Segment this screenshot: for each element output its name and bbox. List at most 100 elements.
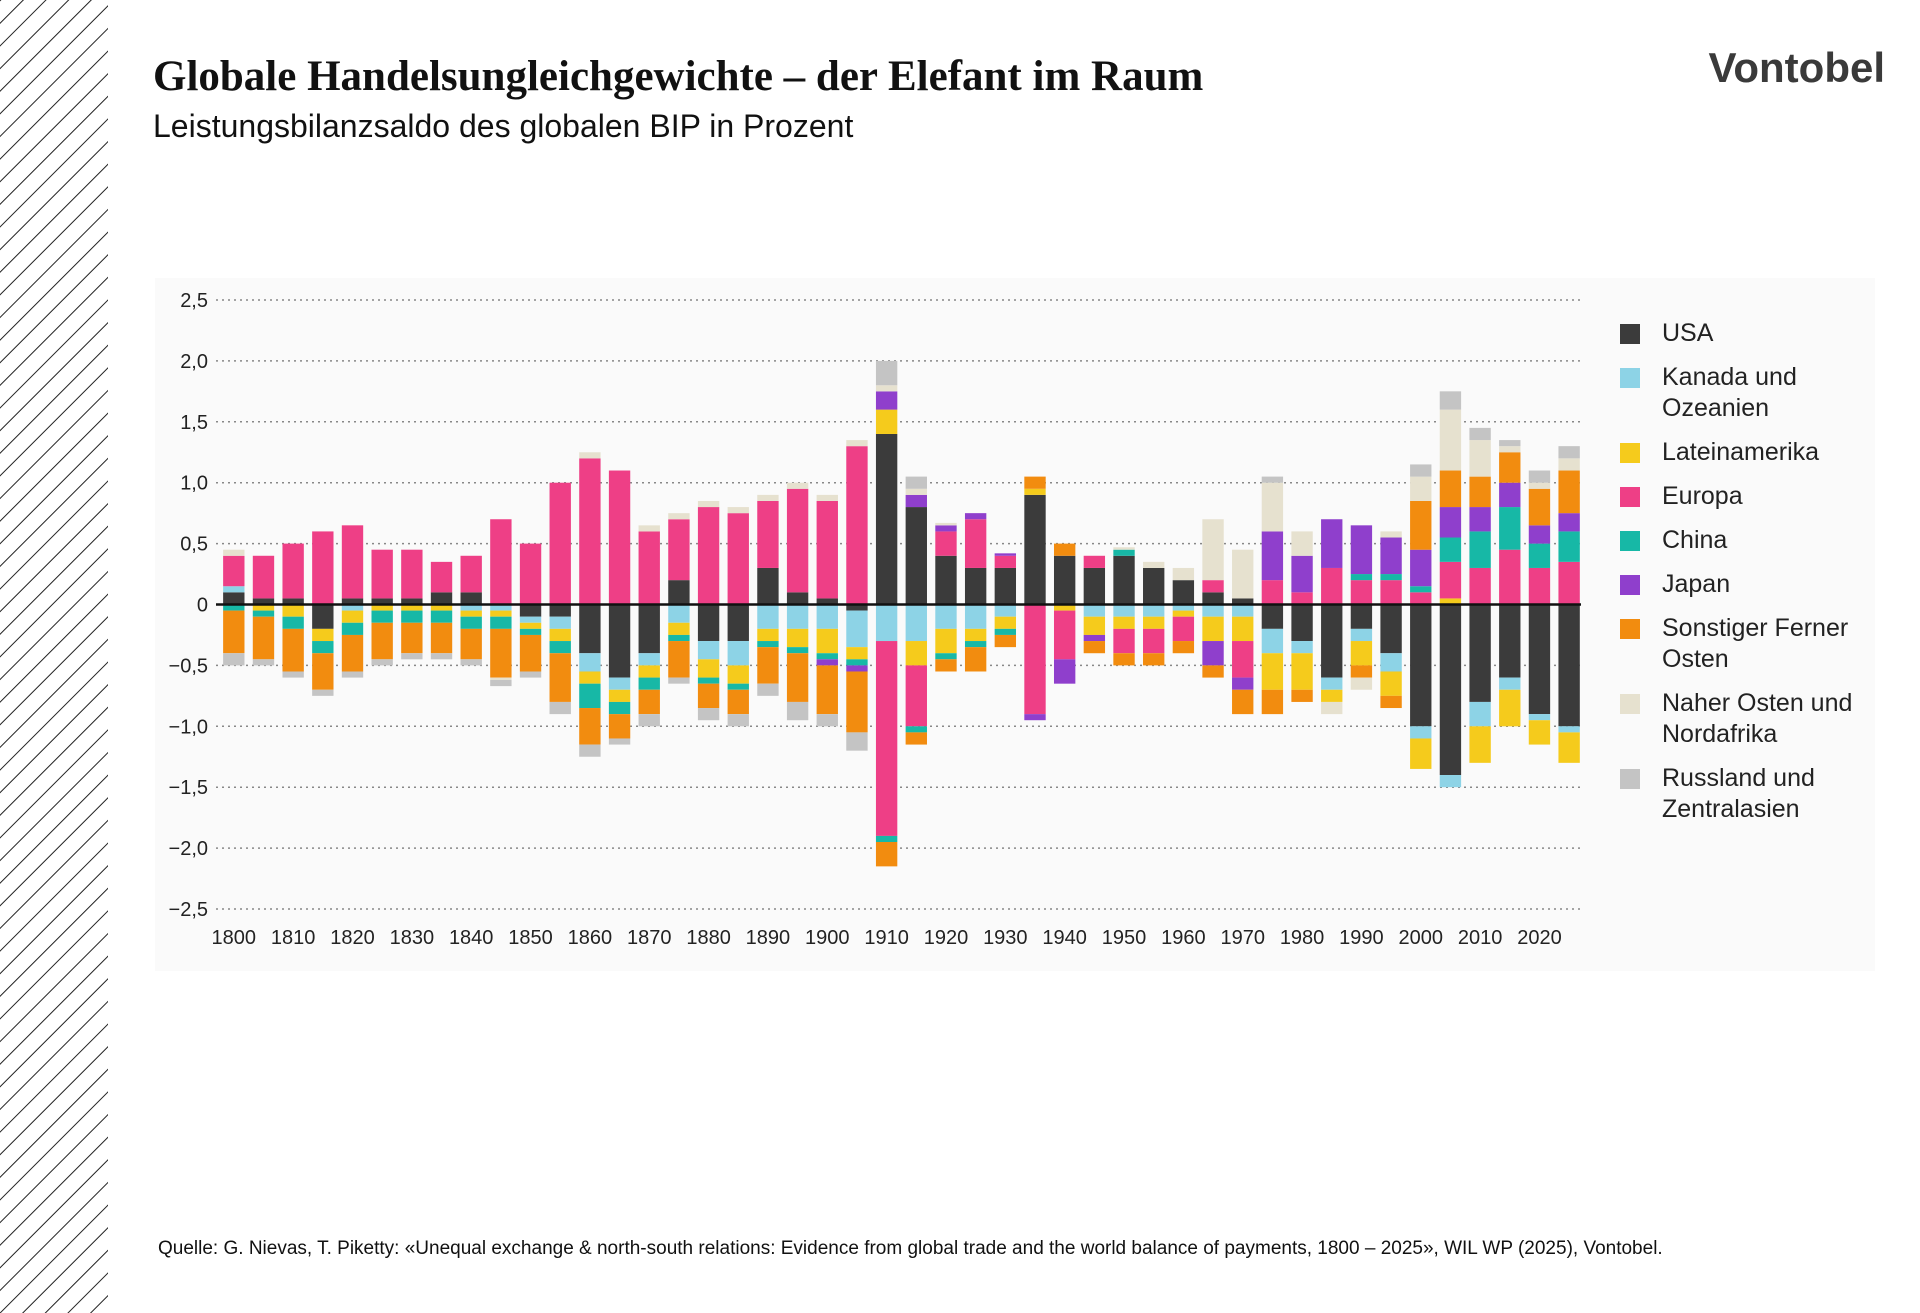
bar-segment [994, 553, 1017, 556]
bar-segment [638, 665, 660, 678]
bar-segment [757, 683, 779, 696]
y-tick-label: −2,0 [169, 838, 208, 860]
bar-segment [1321, 519, 1343, 568]
source-note: Quelle: G. Nievas, T. Piketty: «Unequal … [158, 1238, 1663, 1259]
bar-segment [1172, 641, 1195, 654]
bar-segment [697, 604, 720, 642]
bar-segment [697, 683, 720, 709]
bar-segment [1528, 482, 1551, 489]
bar-segment [757, 647, 779, 684]
bar-segment [1558, 732, 1580, 763]
bar-segment [1410, 592, 1432, 605]
bar-segment [1113, 555, 1135, 605]
bar-segment [994, 634, 1017, 648]
bar-segment [282, 543, 304, 599]
x-tick-label: 1860 [568, 927, 613, 949]
bar-segment [282, 616, 304, 629]
bar-segment [490, 677, 512, 681]
bar-segment [1321, 567, 1343, 605]
bar-segment [1202, 604, 1224, 617]
bar-segment [1291, 653, 1313, 690]
legend-swatch [1620, 368, 1640, 388]
bar-segment [1558, 446, 1580, 459]
legend-label: Russland und Zentralasien [1662, 764, 1815, 823]
y-tick-label: 1,0 [180, 473, 208, 495]
bar-segment [1261, 689, 1284, 715]
bar-segment [430, 610, 453, 623]
bar-segment [608, 689, 631, 702]
bar-segment [341, 671, 364, 678]
x-tick-label: 1950 [1102, 927, 1147, 949]
x-tick-label: 2000 [1399, 927, 1444, 949]
bar-segment [638, 714, 660, 727]
bar-segment [549, 604, 571, 617]
bar-segment [252, 616, 275, 660]
legend-label: Sonstiger Ferner Osten [1662, 614, 1849, 673]
bar-segment [1172, 580, 1195, 605]
bar-segment [1528, 488, 1551, 526]
bar-segment [223, 604, 245, 611]
bar-segment [875, 641, 898, 836]
bar-segment [1439, 391, 1462, 410]
bar-segment [727, 665, 749, 684]
bar-segment [460, 659, 482, 666]
bar-segment [341, 610, 364, 623]
bar-segment [1469, 507, 1491, 532]
bar-segment [757, 567, 779, 605]
bar-segment [1053, 610, 1076, 660]
bar-segment [1410, 726, 1432, 739]
bar-segment [312, 531, 334, 605]
bar-segment [668, 622, 690, 635]
bar-segment [1053, 555, 1076, 605]
x-tick-label: 1830 [390, 927, 435, 949]
bar-segment [935, 525, 957, 532]
legend-swatch [1620, 443, 1640, 463]
bar-segment [757, 494, 779, 501]
x-tick-label: 1870 [627, 927, 672, 949]
bar-segment [875, 385, 898, 392]
bar-segment [846, 604, 868, 611]
bar-segment [312, 628, 334, 642]
bar-segment [638, 525, 660, 532]
bar-segment [668, 519, 690, 581]
bar-segment [490, 604, 512, 611]
bar-segment [341, 604, 364, 611]
bar-segment [1380, 580, 1402, 605]
x-tick-label: 1910 [864, 927, 909, 949]
bar-segment [549, 641, 571, 654]
bar-segment [430, 604, 453, 611]
bar-segment [964, 641, 987, 648]
bar-segment [1350, 604, 1373, 629]
bar-segment [1439, 598, 1462, 605]
bar-segment [964, 519, 987, 568]
legend-item: Russland und Zentralasien [1620, 763, 1882, 825]
bar-segment [668, 634, 690, 642]
bar-segment [757, 628, 779, 642]
bar-segment [1558, 726, 1580, 733]
bar-segment [579, 653, 601, 672]
bar-segment [697, 659, 720, 678]
bar-segment [1469, 567, 1491, 605]
bar-segment [786, 482, 809, 489]
bar-segment [549, 616, 571, 629]
bar-segment [371, 549, 393, 599]
bar-segment [786, 653, 809, 702]
bar-segment [1113, 547, 1135, 550]
bar-segment [1291, 641, 1313, 654]
bar-segment [816, 500, 838, 599]
bar-segment [905, 488, 927, 495]
bar-segment [1410, 604, 1432, 727]
bar-segment [875, 604, 898, 642]
bar-segment [579, 683, 601, 709]
bar-segment [579, 744, 601, 757]
bar-segment [519, 634, 542, 672]
bar-segment [697, 500, 720, 508]
bar-segment [341, 634, 364, 672]
legend-item: Japan [1620, 569, 1882, 600]
bar-segment [727, 714, 749, 727]
bar-segment [1469, 427, 1491, 441]
bar-segment [1261, 531, 1284, 581]
bar-segment [935, 555, 957, 605]
bar-segment [816, 598, 838, 605]
